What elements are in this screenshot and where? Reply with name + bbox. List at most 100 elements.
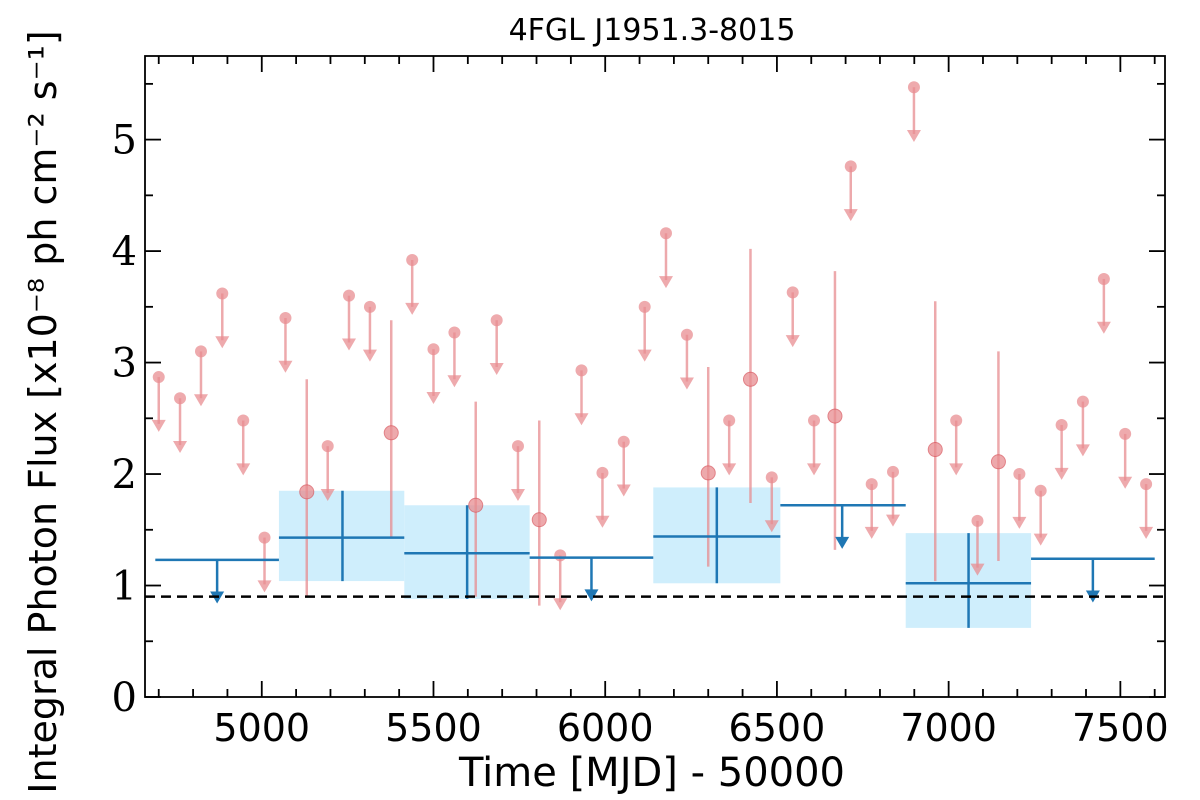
y-axis-ticks: 0 1 2 3 4 5 [112, 82, 1165, 721]
fine-detection-point [531, 512, 547, 528]
fine-upper-limit-point [907, 81, 920, 94]
fine-upper-limit-arrowhead [949, 463, 964, 476]
x-tick-label: 7500 [1072, 706, 1169, 750]
y-tick-label: 5 [112, 118, 137, 164]
fine-upper-limit-point [237, 414, 250, 427]
x-tick-label: 7000 [900, 706, 997, 750]
fine-upper-limit-point [659, 227, 672, 240]
x-tick-label: 5000 [213, 706, 310, 750]
coarse-upper-limit-arrowhead [584, 589, 599, 602]
fine-upper-limit-arrowhead [1118, 476, 1133, 489]
fine-upper-limit-arrowhead [342, 338, 356, 351]
fine-upper-limit-arrowhead [785, 335, 800, 348]
fine-upper-limit-point [363, 300, 376, 313]
fine-upper-limit-point [617, 435, 630, 448]
fine-upper-limit-arrowhead [616, 484, 631, 497]
axes-frame [144, 55, 1166, 698]
fine-detection-point [299, 484, 315, 500]
fine-upper-limit-arrowhead [489, 363, 504, 376]
fine-upper-limit-point [258, 531, 271, 544]
fine-detection-point [383, 425, 399, 441]
fine-upper-limit-arrowhead [553, 598, 568, 611]
fine-upper-limit-arrowhead [1033, 533, 1048, 546]
fine-upper-limit-arrowhead [1054, 467, 1069, 480]
fine-detection-point [990, 454, 1006, 470]
fine-upper-limit-point [1055, 418, 1068, 431]
fine-upper-limit-arrowhead [1012, 516, 1027, 529]
fine-detection-point [742, 371, 758, 387]
x-axis-label: Time [MJD] - 50000 [458, 750, 845, 796]
x-tick-label: 6500 [729, 706, 826, 750]
y-tick-label: 1 [112, 564, 137, 610]
fine-upper-limit-point [680, 328, 693, 341]
fine-upper-limit-point [971, 514, 984, 527]
chart-title: 4FGL J1951.3-8015 [509, 13, 796, 48]
fine-upper-limit-arrowhead [362, 349, 377, 362]
fine-upper-limit-point [152, 371, 165, 384]
fine-upper-limit-point [216, 287, 229, 300]
fine-upper-limit-point [1119, 427, 1132, 440]
fine-upper-limit-point [865, 478, 878, 491]
y-tick-label: 3 [112, 341, 137, 387]
fine-upper-limit-arrowhead [637, 349, 652, 362]
fine-upper-limit-arrowhead [679, 377, 694, 390]
coarse-bin-series [155, 487, 1155, 628]
fine-upper-limit-arrowhead [574, 413, 589, 426]
fine-upper-limit-arrowhead [886, 514, 900, 527]
fine-upper-limit-point [575, 364, 588, 377]
fine-upper-limit-arrowhead [151, 419, 166, 432]
fine-upper-limit-arrowhead [764, 520, 779, 533]
fine-upper-limit-point [596, 466, 609, 479]
fine-upper-limit-point [887, 465, 899, 478]
fine-upper-limit-arrowhead [320, 488, 335, 501]
fine-detection-point [700, 465, 716, 481]
fine-upper-limit-point [765, 471, 778, 484]
fine-upper-limit-arrowhead [658, 276, 673, 289]
fine-upper-limit-point [638, 300, 651, 313]
y-tick-label: 4 [112, 229, 137, 275]
fine-upper-limit-arrowhead [807, 463, 822, 476]
fine-upper-limit-point [1034, 484, 1047, 497]
fine-upper-limit-arrowhead [722, 463, 737, 476]
fine-upper-limit-arrowhead [236, 463, 251, 476]
fine-upper-limit-point [490, 314, 503, 327]
fine-upper-limit-arrowhead [278, 360, 293, 373]
coarse-upper-limit-arrowhead [835, 536, 850, 549]
fine-upper-limit-arrowhead [1075, 444, 1090, 457]
fine-upper-limit-point [174, 392, 187, 405]
x-axis-ticks: 5000 5500 6000 6500 7000 7500 [157, 56, 1169, 750]
fine-upper-limit-arrowhead [193, 394, 208, 407]
fine-upper-limit-point [1076, 395, 1089, 408]
y-axis-label: Integral Photon Flux [x10⁻⁸ ph cm⁻² s⁻¹] [21, 30, 65, 793]
fine-upper-limit-point [1013, 468, 1026, 481]
fine-upper-limit-arrowhead [970, 563, 985, 576]
fine-upper-limit-arrowhead [1096, 321, 1111, 334]
fine-detection-point [468, 497, 484, 513]
fine-upper-limit-point [511, 440, 524, 453]
fine-upper-limit-arrowhead [843, 209, 858, 222]
fine-upper-limit-arrowhead [215, 336, 230, 349]
fine-upper-limit-arrowhead [426, 392, 441, 405]
fine-upper-limit-point [1140, 478, 1153, 491]
fine-upper-limit-point [808, 414, 821, 427]
fine-upper-limit-arrowhead [405, 302, 420, 315]
fine-upper-limit-point [723, 414, 736, 427]
fine-upper-limit-arrowhead [864, 526, 879, 539]
fine-upper-limit-point [194, 345, 207, 358]
fine-upper-limit-point [343, 289, 355, 302]
fine-upper-limit-arrowhead [595, 515, 610, 528]
x-tick-label: 6000 [557, 706, 654, 750]
y-tick-label: 0 [112, 675, 137, 721]
fine-upper-limit-arrowhead [510, 488, 525, 501]
fine-detection-point [827, 408, 843, 424]
fine-upper-limit-arrowhead [906, 130, 921, 143]
fine-upper-limit-point [448, 326, 461, 339]
fine-bin-series [151, 81, 1154, 611]
fine-upper-limit-point [844, 160, 857, 173]
fine-upper-limit-point [1097, 272, 1110, 285]
fine-upper-limit-arrowhead [173, 441, 188, 454]
fine-upper-limit-point [321, 440, 334, 453]
fine-upper-limit-arrowhead [447, 375, 462, 388]
fine-upper-limit-point [554, 549, 567, 562]
